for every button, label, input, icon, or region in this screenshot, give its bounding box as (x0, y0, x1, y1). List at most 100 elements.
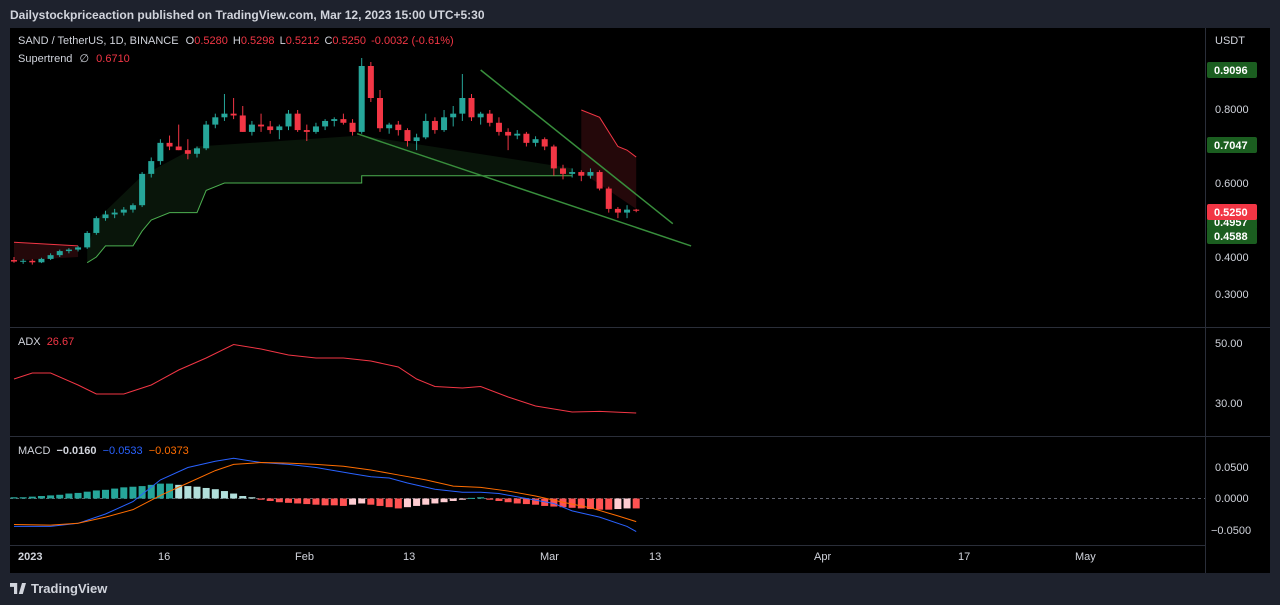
candle-body (230, 113, 237, 116)
macd-histogram-bar (614, 498, 622, 510)
candle-body (194, 148, 200, 154)
candle-body (221, 113, 228, 118)
candle-body (605, 188, 612, 209)
macd-histogram-bar (239, 496, 247, 499)
macd-histogram-bar (230, 493, 238, 499)
candle-body (139, 173, 146, 206)
footer: TradingView (0, 573, 1280, 605)
price-badge-last: 0.5250 (1207, 204, 1257, 220)
macd-histogram-bar (65, 493, 73, 499)
supertrend-legend[interactable]: Supertrend ∅ 0.6710 (18, 52, 130, 65)
badge-label: 0.9096 (1214, 65, 1248, 77)
macd-histogram-bar (129, 486, 137, 499)
candle-body (47, 255, 54, 259)
adx-value: 26.67 (46, 336, 75, 348)
macd-line-value: −0.0533 (102, 445, 143, 457)
time-tick: 13 (649, 551, 661, 563)
macd-hist-value: −0.0160 (56, 445, 97, 457)
candle-body (322, 120, 329, 127)
low-label: L (279, 35, 286, 47)
macd-histogram-bar (56, 494, 64, 499)
candle-body (523, 133, 530, 143)
time-tick: 16 (158, 551, 170, 563)
macd-histogram-bar (74, 492, 82, 499)
macd-histogram-bar (202, 487, 210, 499)
candle-body (514, 133, 521, 136)
macd-histogram-bar (440, 498, 448, 503)
candle-body (633, 209, 640, 211)
macd-legend[interactable]: MACD −0.0160 −0.0533 −0.0373 (18, 445, 189, 457)
macd-histogram-bar (47, 495, 55, 499)
adx-tick: 30.00 (1215, 398, 1243, 410)
candle-body (65, 249, 72, 252)
candle-body (38, 258, 45, 263)
macd-histogram-bar (596, 498, 604, 510)
tradingview-logo[interactable]: TradingView (10, 581, 107, 596)
macd-histogram-bar (339, 498, 347, 506)
candle-body (422, 120, 429, 138)
candle-body (450, 113, 457, 118)
macd-histogram-bar (220, 491, 228, 499)
open-value: 0.5280 (194, 35, 228, 47)
candle-body (203, 124, 210, 149)
macd-histogram-bar (358, 498, 366, 504)
adx-legend[interactable]: ADX 26.67 (18, 336, 74, 348)
supertrend-up-line (86, 175, 573, 264)
macd-histogram-bar (312, 498, 320, 505)
macd-histogram-bar (477, 497, 485, 499)
supertrend-label: Supertrend (18, 53, 73, 65)
macd-histogram-bar (495, 498, 503, 501)
change-value: -0.0032 (-0.61%) (371, 35, 454, 47)
macd-histogram-bar (376, 498, 384, 506)
badge-label: 0.5250 (1214, 207, 1248, 219)
adx-tick: 50.00 (1215, 338, 1243, 350)
time-tick: 17 (958, 551, 970, 563)
badge-label: 0.4588 (1214, 231, 1248, 243)
candle-body (29, 260, 36, 263)
candle-body (404, 130, 411, 142)
ohlc-legend: SAND / TetherUS, 1D, BINANCE O0.5280 H0.… (18, 35, 454, 47)
wedge-upper-trendline (480, 69, 674, 225)
macd-signal-value: −0.0373 (148, 445, 189, 457)
macd-histogram-bar (577, 498, 585, 509)
macd-label: MACD (18, 445, 51, 457)
candle-body (294, 113, 301, 131)
candle-body (84, 232, 91, 248)
time-tick: 13 (403, 551, 415, 563)
candle-body (441, 117, 448, 131)
candle-body (129, 205, 136, 210)
price-badge-high: 0.9096 (1207, 62, 1257, 78)
macd-histogram-bar (449, 498, 457, 501)
macd-histogram-bar (623, 498, 631, 509)
macd-histogram-bar (175, 484, 183, 499)
macd-histogram-bar (431, 498, 439, 504)
macd-histogram-bar (10, 497, 18, 499)
macd-histogram-bar (19, 497, 27, 499)
macd-histogram-bar (513, 498, 521, 504)
candle-body (486, 113, 493, 123)
candle-body (541, 139, 548, 147)
macd-histogram-bar (550, 498, 558, 507)
time-tick: Feb (295, 551, 314, 563)
supertrend-down-fill (14, 242, 79, 261)
macd-histogram-bar (37, 496, 45, 499)
macd-histogram-bar (568, 498, 576, 508)
macd-histogram-bar (394, 498, 402, 509)
macd-histogram-bar (330, 498, 338, 506)
chart-area[interactable] (10, 28, 1270, 573)
macd-tick: 0.0000 (1215, 493, 1249, 505)
supertrend-down-line (13, 241, 79, 247)
time-tick: Mar (540, 551, 559, 563)
candle-body (349, 122, 356, 132)
badge-label: 0.7047 (1214, 140, 1248, 152)
macd-histogram-bar (147, 484, 155, 499)
candle-body (468, 98, 475, 118)
candle-body (340, 119, 347, 123)
macd-histogram-bar (468, 497, 475, 499)
candle-body (569, 172, 576, 174)
price-badge-low-2: 0.4588 (1207, 228, 1257, 244)
candle-body (532, 139, 539, 143)
macd-histogram-bar (559, 498, 567, 508)
macd-histogram-bar (120, 487, 128, 499)
